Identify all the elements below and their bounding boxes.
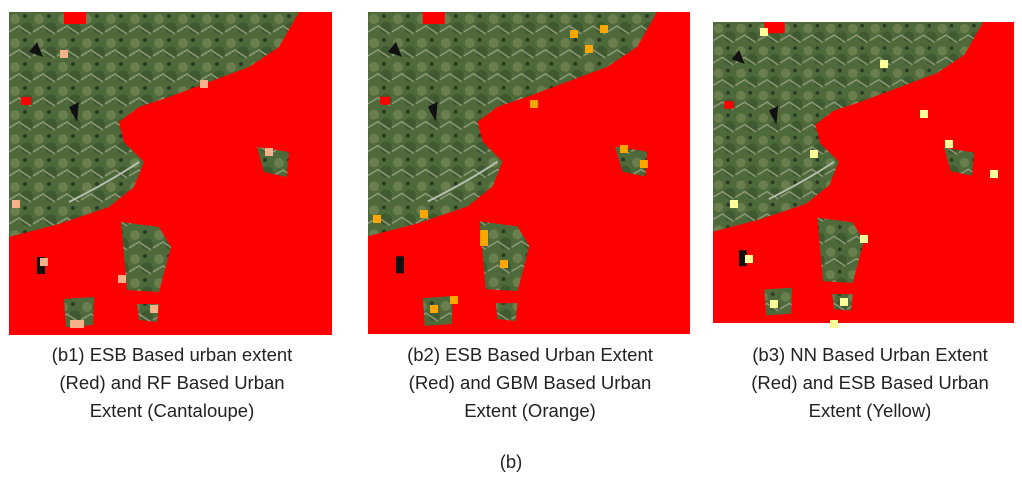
caption-line: (b3) NN Based Urban Extent: [752, 344, 987, 365]
caption-line: (Red) and RF Based Urban: [59, 372, 284, 393]
caption-line: Extent (Cantaloupe): [90, 400, 255, 421]
caption-line: (Red) and ESB Based Urban: [751, 372, 989, 393]
map-image: [9, 12, 332, 335]
panel-1: (b1) ESB Based urban extent (Red) and RF…: [9, 12, 332, 421]
map-image: [713, 22, 1014, 323]
caption-line: (Red) and GBM Based Urban: [409, 372, 652, 393]
figure: (b1) ESB Based urban extent (Red) and RF…: [0, 0, 1022, 477]
caption-line: (b1) ESB Based urban extent: [52, 344, 293, 365]
map-image: [368, 12, 690, 334]
caption-line: Extent (Orange): [464, 400, 596, 421]
panel-3: (b3) NN Based Urban Extent (Red) and ESB…: [713, 22, 1014, 421]
figure-label: (b): [500, 451, 523, 472]
caption-line: (b2) ESB Based Urban Extent: [407, 344, 653, 365]
page: (b1) ESB Based urban extent (Red) and RF…: [0, 0, 1022, 477]
caption-line: Extent (Yellow): [809, 400, 932, 421]
panel-2: (b2) ESB Based Urban Extent (Red) and GB…: [368, 12, 690, 421]
